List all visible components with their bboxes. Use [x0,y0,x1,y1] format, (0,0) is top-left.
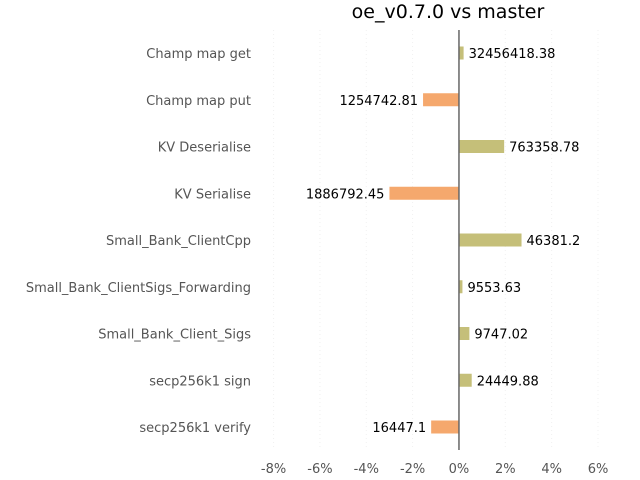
bar [458,46,464,60]
data-label: 32456418.38 [469,47,556,62]
category-label: Champ map get [146,47,251,62]
data-label: 16447.1 [372,421,426,436]
category-label: KV Serialise [174,187,251,202]
data-label: 46381.2 [527,234,581,249]
data-label: 763358.78 [509,141,579,156]
chart-title: oe_v0.7.0 vs master [352,1,545,23]
x-tick-label: -6% [307,462,332,477]
bar [389,186,459,200]
bar [458,373,472,387]
data-label: 9747.02 [474,328,528,343]
category-label: KV Deserialise [158,141,251,156]
bars [389,46,522,434]
data-label: 1254742.81 [339,94,418,109]
category-labels: Champ map get Champ map put KV Deserialise… [26,47,251,436]
data-label: 9553.63 [467,281,521,296]
category-label: Small_Bank_Client_Sigs [98,328,251,343]
bar [423,93,459,107]
x-tick-label: 2% [495,462,516,477]
data-label: 1886792.45 [306,187,385,202]
data-labels: 32456418.38 1254742.81 763358.78 1886792.45… [306,47,580,436]
x-tick-label: 6% [588,462,609,477]
bar [458,280,463,294]
x-tick-label: 4% [541,462,562,477]
x-tick-label: 0% [449,462,470,477]
category-label: secp256k1 verify [139,421,251,436]
x-axis-tick-labels: -8% -6% -4% -2% 0% 2% 4% 6% [261,462,608,477]
category-label: Champ map put [146,94,251,109]
x-tick-label: -4% [354,462,379,477]
data-label: 24449.88 [477,374,539,389]
category-label: Small_Bank_ClientCpp [106,234,251,249]
bar [458,327,470,340]
x-tick-label: -8% [261,462,286,477]
bar [458,140,505,153]
category-label: Small_Bank_ClientSigs_Forwarding [26,281,251,296]
x-tick-label: -2% [400,462,425,477]
bar [458,233,522,247]
category-label: secp256k1 sign [149,374,251,389]
bar [431,420,459,434]
